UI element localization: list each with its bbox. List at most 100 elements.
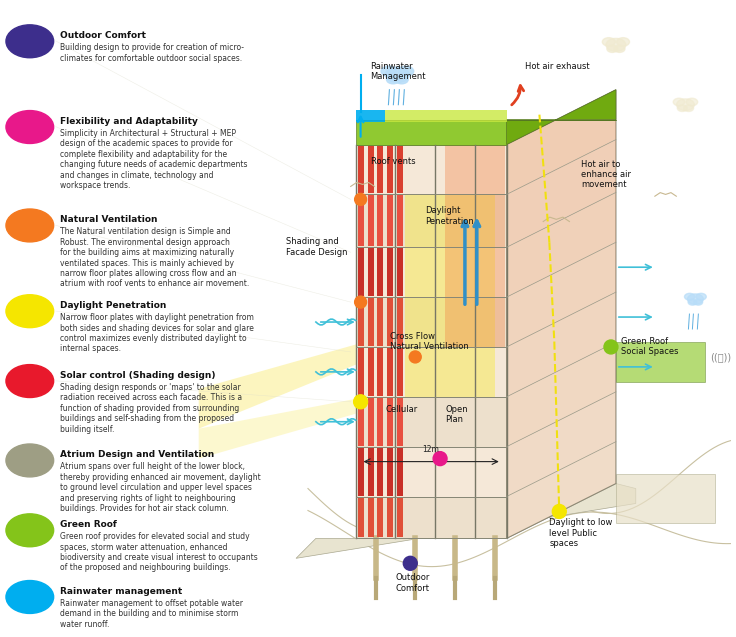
Bar [397, 146, 403, 194]
Bar [358, 298, 364, 346]
Bar [358, 397, 364, 446]
Bar [367, 448, 374, 496]
Bar [397, 397, 403, 446]
Ellipse shape [684, 293, 695, 300]
Text: Rainwater management to offset potable water
demand in the building and to minim: Rainwater management to offset potable w… [60, 599, 243, 629]
Polygon shape [506, 392, 616, 496]
Polygon shape [199, 344, 358, 429]
Ellipse shape [688, 299, 697, 305]
Bar [355, 110, 386, 122]
Bar [367, 248, 374, 296]
Polygon shape [199, 399, 355, 459]
Text: Daylight
Penetration: Daylight Penetration [425, 206, 474, 225]
Ellipse shape [617, 38, 629, 46]
Text: Shading and
Facade Design: Shading and Facade Design [286, 238, 347, 257]
Bar [358, 196, 364, 247]
Ellipse shape [6, 364, 54, 397]
Text: Rainwater
Management: Rainwater Management [370, 62, 426, 81]
Polygon shape [506, 90, 616, 538]
Polygon shape [506, 90, 616, 194]
Ellipse shape [686, 98, 698, 106]
Ellipse shape [6, 514, 54, 547]
Text: Rainwater management: Rainwater management [60, 587, 182, 596]
Circle shape [354, 395, 367, 409]
Ellipse shape [6, 295, 54, 327]
Bar [367, 298, 374, 346]
Text: Cellular: Cellular [386, 404, 418, 414]
Text: Roof vents: Roof vents [370, 157, 415, 166]
Ellipse shape [398, 66, 414, 76]
Circle shape [433, 452, 447, 466]
Ellipse shape [694, 299, 703, 305]
Text: Shading design responds or 'maps' to the solar
radiation received across each fa: Shading design responds or 'maps' to the… [60, 383, 241, 434]
Bar [386, 110, 506, 122]
Bar [367, 397, 374, 446]
Bar [406, 194, 495, 397]
Text: Simplicity in Architectural + Structural + MEP
design of the academic spaces to : Simplicity in Architectural + Structural… [60, 129, 247, 190]
Bar [387, 497, 393, 538]
Bar [378, 497, 383, 538]
Text: ((人)): ((人)) [710, 352, 732, 362]
Text: Natural Ventilation: Natural Ventilation [60, 215, 157, 224]
Bar [355, 247, 506, 297]
Bar [378, 146, 383, 194]
Bar [387, 196, 393, 247]
Text: Atrium Design and Ventilation: Atrium Design and Ventilation [60, 450, 214, 459]
Circle shape [355, 296, 367, 308]
Text: Narrow floor plates with daylight penetration from
both sides and shading device: Narrow floor plates with daylight penetr… [60, 313, 253, 354]
Bar [378, 397, 383, 446]
Bar [616, 342, 705, 382]
Text: Green roof provides for elevated social and study
spaces, storm water attenuatio: Green roof provides for elevated social … [60, 533, 258, 573]
Polygon shape [506, 441, 616, 538]
Bar [397, 196, 403, 247]
Bar [355, 496, 506, 538]
Circle shape [403, 556, 417, 570]
Bar [378, 248, 383, 296]
Polygon shape [506, 90, 616, 145]
Text: Green Roof
Social Spaces: Green Roof Social Spaces [621, 337, 679, 356]
Ellipse shape [6, 444, 54, 477]
Ellipse shape [696, 293, 707, 300]
Text: Cross Flow
Natural Ventilation: Cross Flow Natural Ventilation [390, 332, 469, 352]
Polygon shape [506, 242, 616, 347]
Text: Open
Plan: Open Plan [445, 404, 467, 424]
Text: Daylight to low
level Public
spaces: Daylight to low level Public spaces [549, 519, 613, 548]
Bar [616, 473, 715, 524]
Bar [397, 497, 403, 538]
Ellipse shape [381, 66, 397, 76]
Polygon shape [506, 192, 616, 297]
Bar [358, 146, 364, 194]
Text: 12m: 12m [422, 445, 439, 454]
Bar [358, 448, 364, 496]
Ellipse shape [677, 105, 687, 111]
Circle shape [604, 340, 618, 354]
Bar [367, 196, 374, 247]
Bar [358, 348, 364, 396]
Polygon shape [506, 342, 616, 447]
Bar [367, 497, 374, 538]
Bar [387, 397, 393, 446]
Ellipse shape [673, 98, 684, 106]
Text: Daylight Penetration: Daylight Penetration [60, 301, 166, 310]
Polygon shape [506, 292, 616, 397]
Text: Solar control (Shading design): Solar control (Shading design) [60, 371, 215, 380]
Ellipse shape [386, 75, 400, 84]
Bar [397, 448, 403, 496]
Bar [355, 347, 506, 397]
Bar [355, 297, 506, 347]
Circle shape [552, 505, 566, 519]
Ellipse shape [607, 45, 618, 52]
Bar [387, 248, 393, 296]
Text: Building design to provide for creation of micro-
climates for comfortable outdo: Building design to provide for creation … [60, 43, 244, 62]
Text: Hot air to
enhance air
movement: Hot air to enhance air movement [581, 159, 631, 189]
Ellipse shape [614, 45, 625, 52]
Text: The Natural ventilation design is Simple and
Robust. The environmental design ap: The Natural ventilation design is Simple… [60, 227, 249, 289]
Bar [397, 348, 403, 396]
Bar [387, 448, 393, 496]
Polygon shape [296, 483, 636, 558]
Bar [378, 298, 383, 346]
Text: Green Roof: Green Roof [60, 520, 116, 529]
Ellipse shape [395, 75, 408, 84]
Bar [355, 120, 506, 145]
Bar [378, 348, 383, 396]
